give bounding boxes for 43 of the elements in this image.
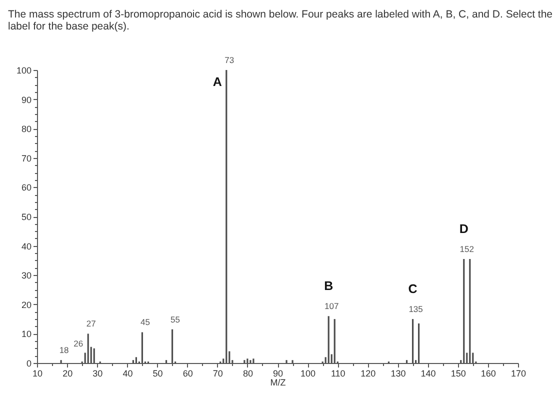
- y-tick-label: 10: [21, 329, 32, 340]
- annotation: B: [324, 279, 334, 294]
- x-tick-label: 60: [182, 368, 193, 378]
- x-tick-label: 20: [62, 368, 73, 378]
- x-tick-label: 50: [152, 368, 163, 378]
- y-tick-label: 20: [21, 300, 32, 310]
- x-tick-label: 170: [510, 368, 526, 378]
- y-tick-label: 90: [21, 94, 32, 105]
- annotation: 45: [140, 317, 150, 328]
- y-tick-label: 80: [21, 124, 32, 134]
- x-tick-label: 160: [480, 368, 496, 378]
- annotation: C: [408, 282, 418, 296]
- annotation: D: [459, 222, 468, 236]
- chart-title: The mass spectrum of 3-bromopropanoic acid is shown below. Four peaks are labeled with A, B, C, and D. Select the label for the base peak(s).: [8, 8, 553, 32]
- y-tick-label: 60: [21, 182, 32, 193]
- x-tick-label: 150: [450, 368, 466, 378]
- annotation: A: [212, 75, 222, 89]
- x-tick-label: 140: [420, 368, 436, 378]
- annotation: 27: [86, 318, 96, 329]
- x-axis-title: M/Z: [270, 378, 286, 388]
- annotation: 107: [324, 301, 339, 312]
- annotation: 73: [224, 55, 234, 65]
- annotation: 18: [59, 345, 70, 356]
- x-tick-label: 120: [360, 368, 376, 378]
- annotation: 26: [74, 338, 84, 349]
- x-tick-label: 100: [300, 368, 316, 378]
- x-tick-label: 30: [92, 368, 103, 378]
- x-tick-label: 10: [32, 368, 43, 378]
- x-tick-label: 70: [212, 368, 223, 378]
- x-tick-label: 40: [122, 368, 133, 378]
- x-tick-label: 90: [272, 368, 284, 378]
- annotation: 55: [170, 314, 180, 324]
- x-tick-label: 110: [330, 368, 346, 378]
- y-tick-label: 0: [26, 358, 32, 368]
- y-tick-label: 50: [21, 212, 32, 222]
- x-tick-label: 80: [242, 368, 253, 378]
- annotation: 135: [408, 304, 424, 314]
- x-tick-label: 130: [390, 368, 406, 378]
- annotation: 152: [460, 244, 474, 254]
- y-tick-label: 30: [21, 270, 32, 281]
- y-tick-label: 70: [21, 153, 32, 164]
- y-tick-label: 40: [21, 241, 32, 252]
- y-tick-label: 100: [16, 66, 32, 76]
